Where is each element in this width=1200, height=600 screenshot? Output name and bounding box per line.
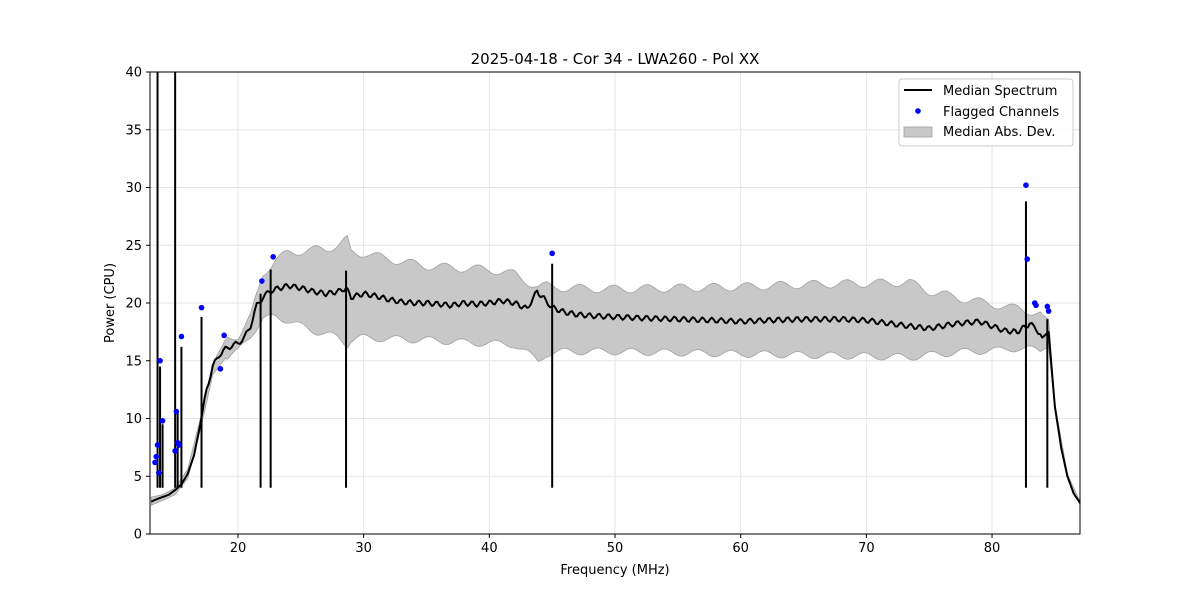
flagged-channel-point — [1045, 308, 1052, 314]
flagged-channel-point — [1023, 182, 1029, 188]
flagged-channel-point — [178, 333, 185, 340]
y-tick-label: 5 — [134, 470, 142, 485]
legend-mad-swatch — [903, 126, 933, 138]
flagged-channel-point — [259, 278, 265, 284]
flagged-channel-point — [155, 469, 162, 476]
y-tick-label: 0 — [134, 528, 142, 543]
flagged-channel-point — [1044, 303, 1051, 310]
flagged-channel-point — [198, 304, 205, 311]
x-tick-label: 60 — [732, 541, 749, 556]
legend-box — [898, 78, 1074, 147]
y-axis-ticks: 0 5 10 15 20 25 30 35 40 — [125, 66, 150, 543]
y-tick-label: 30 — [125, 181, 142, 196]
x-axis-label: Frequency (MHz) — [560, 563, 669, 578]
x-tick-label: 80 — [984, 541, 1001, 556]
flagged-channel-point — [217, 366, 224, 372]
y-tick-label: 35 — [125, 123, 142, 138]
x-tick-label: 50 — [607, 541, 624, 556]
mad-band — [150, 234, 1081, 506]
legend-mad-label: Median Abs. Dev. — [943, 125, 1055, 140]
legend-flagged-swatch — [915, 108, 921, 114]
flagged-channel-point — [549, 250, 555, 257]
flagged-channel-point — [1024, 256, 1031, 262]
flagged-points — [152, 182, 1052, 476]
flagged-channel-point — [152, 459, 158, 466]
flagged-channel-point — [1033, 302, 1039, 309]
flagged-channel-point — [221, 332, 227, 339]
rfi-spikes — [156, 72, 1049, 488]
median-line — [150, 283, 1081, 504]
flagged-channel-point — [176, 442, 182, 448]
legend-median-label: Median Spectrum — [943, 84, 1057, 99]
y-tick-label: 25 — [125, 239, 142, 254]
y-axis-label: Power (CPU) — [103, 263, 118, 343]
flagged-channel-point — [159, 418, 166, 424]
y-tick-label: 20 — [125, 297, 142, 312]
flagged-channel-point — [173, 408, 180, 415]
flagged-channel-point — [153, 453, 160, 460]
x-tick-label: 20 — [230, 541, 247, 556]
x-tick-label: 70 — [858, 541, 875, 556]
flagged-channel-point — [270, 253, 276, 260]
x-tick-label: 30 — [355, 541, 372, 556]
mad-band-area — [150, 234, 1081, 506]
legend: Median Spectrum Flagged Channels Median … — [898, 78, 1074, 147]
median-spectrum-line — [150, 283, 1081, 504]
x-tick-label: 40 — [481, 541, 498, 556]
legend-flagged-label: Flagged Channels — [943, 105, 1059, 120]
y-tick-label: 40 — [125, 66, 142, 81]
y-tick-label: 10 — [125, 412, 142, 427]
x-axis-ticks: 20 30 40 50 60 70 80 — [230, 534, 1001, 556]
flagged-channel-point — [154, 442, 161, 448]
flagged-channel-point — [157, 357, 163, 364]
flagged-channel-point — [172, 448, 178, 454]
y-tick-label: 15 — [125, 354, 142, 369]
chart-title: 2025-04-18 - Cor 34 - LWA260 - Pol XX — [471, 50, 760, 68]
